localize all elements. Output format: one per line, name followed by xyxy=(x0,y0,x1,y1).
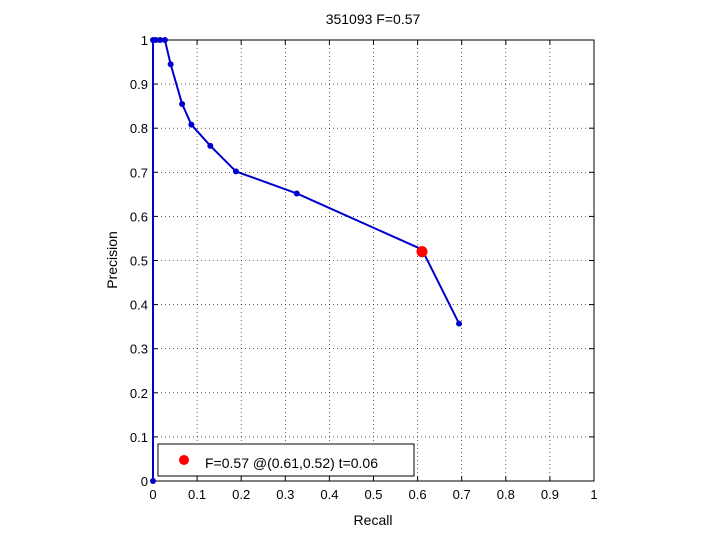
pr-point xyxy=(232,168,239,175)
highlight-group xyxy=(416,246,428,258)
y-tick-label: 1 xyxy=(141,33,148,48)
best-f-point xyxy=(416,246,428,258)
x-tick-label: 0.2 xyxy=(232,487,250,502)
x-tick-label: 0.9 xyxy=(541,487,559,502)
y-tick-labels: 0 0.1 0.2 0.3 0.4 0.5 0.6 0.7 0.8 0.9 1 xyxy=(130,33,148,489)
x-tick-labels: 0 0.1 0.2 0.3 0.4 0.5 0.6 0.7 0.8 0.9 1 xyxy=(149,487,597,502)
x-tick-label: 0.7 xyxy=(453,487,471,502)
y-tick-label: 0.5 xyxy=(130,254,148,269)
y-tick-label: 0 xyxy=(141,474,148,489)
legend: F=0.57 @(0.61,0.52) t=0.06 xyxy=(157,443,415,477)
x-axis-title: Recall xyxy=(354,512,393,528)
legend-box xyxy=(157,443,415,477)
legend-label: F=0.57 @(0.61,0.52) t=0.06 xyxy=(205,455,378,471)
x-tick-label: 0.5 xyxy=(364,487,382,502)
pr-point xyxy=(179,100,186,107)
x-tick-label: 0.3 xyxy=(276,487,294,502)
pr-point xyxy=(152,37,159,43)
y-tick-label: 0.4 xyxy=(130,298,148,313)
pr-point xyxy=(456,320,463,327)
x-tick-label: 1 xyxy=(590,487,597,502)
grid xyxy=(153,40,594,481)
pr-point xyxy=(167,61,174,68)
legend-marker xyxy=(179,455,189,465)
y-axis-title: Precision xyxy=(104,231,120,289)
pr-point xyxy=(161,37,168,43)
x-tick-label: 0.4 xyxy=(320,487,338,502)
pr-point xyxy=(188,121,195,128)
y-tick-label: 0.6 xyxy=(130,209,148,224)
chart-title: 351093 F=0.57 xyxy=(326,11,421,27)
pr-point xyxy=(293,190,300,197)
x-tick-label: 0.1 xyxy=(188,487,206,502)
pr-point xyxy=(150,478,156,484)
y-tick-label: 0.3 xyxy=(130,342,148,357)
pr-point xyxy=(157,37,164,43)
y-tick-label: 0.9 xyxy=(130,77,148,92)
y-tick-label: 0.1 xyxy=(130,430,148,445)
pr-point xyxy=(207,142,214,149)
x-tick-label: 0 xyxy=(149,487,156,502)
x-tick-label: 0.8 xyxy=(497,487,515,502)
y-tick-label: 0.2 xyxy=(130,386,148,401)
y-tick-label: 0.8 xyxy=(130,121,148,136)
y-tick-label: 0.7 xyxy=(130,165,148,180)
x-tick-label: 0.6 xyxy=(409,487,427,502)
